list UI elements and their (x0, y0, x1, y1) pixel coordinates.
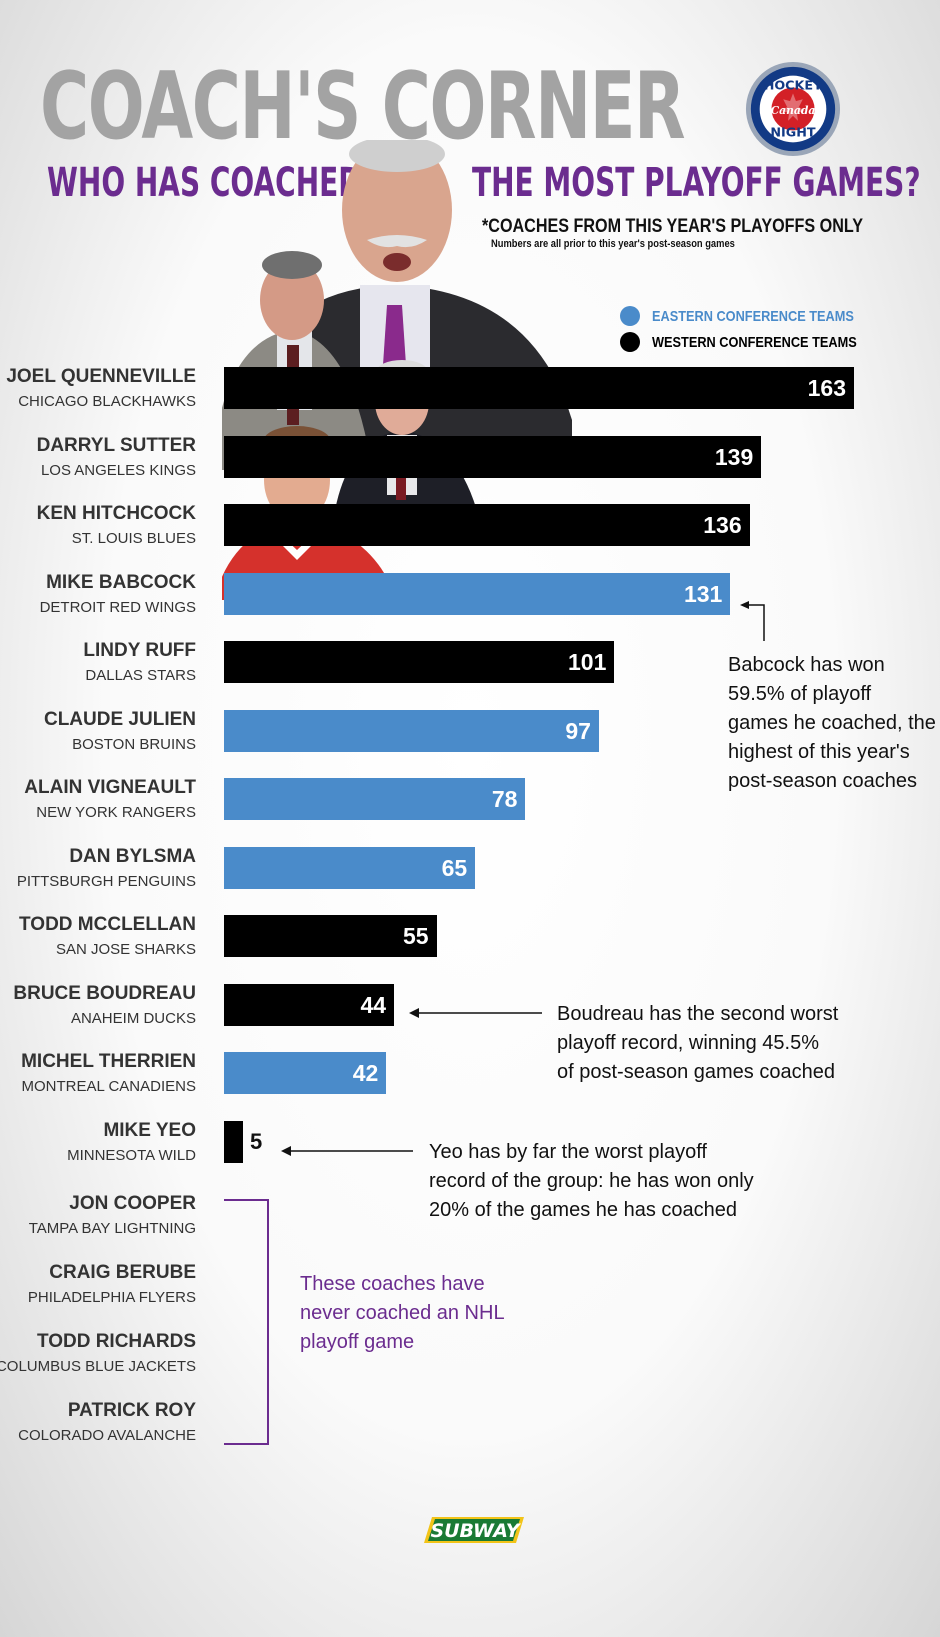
coach-team: NEW YORK RANGERS (36, 804, 196, 821)
coach-name: JOEL QUENNEVILLE (6, 366, 196, 387)
sponsor-name: SUBWAY (430, 1520, 521, 1542)
coach-name: MIKE YEO (103, 1119, 196, 1141)
coaches-note: *COACHES FROM THIS YEAR'S PLAYOFFS ONLY (482, 216, 864, 237)
coach-name: KEN HITCHCOCK (36, 503, 196, 524)
annotation-line: record of the group: he has won only (429, 1170, 754, 1192)
bar-value-label: 97 (565, 717, 591, 744)
coach-team: DALLAS STARS (85, 667, 196, 684)
legend-eastern: EASTERN CONFERENCE TEAMS (620, 306, 890, 326)
bar-eastern: 97 (224, 709, 599, 752)
coach-name: TODD MCCLELLAN (19, 914, 196, 935)
bar-value-label: 78 (491, 786, 518, 812)
bar-eastern: 78 (224, 778, 526, 820)
coach-name: JON COOPER (69, 1193, 196, 1214)
bar-eastern: 42 (224, 1052, 387, 1094)
svg-text:HOCKEY: HOCKEY (764, 78, 823, 93)
legend-western-label: WESTERN CONFERENCE TEAMS (652, 333, 857, 351)
bar-western (224, 1120, 243, 1163)
legend-western-swatch (620, 332, 640, 352)
annotation-line: games he coached, the (728, 712, 936, 734)
coach-team: BOSTON BRUINS (72, 735, 196, 753)
coach-name: TODD RICHARDS (36, 1331, 196, 1352)
coach-name: DAN BYLSMA (69, 845, 196, 867)
coach-name: CRAIG BERUBE (49, 1262, 196, 1283)
bar-value-label: 65 (441, 854, 468, 881)
yeo-arrow (281, 1146, 413, 1156)
annotation-line: highest of this year's (728, 741, 910, 763)
bar-value-label: 163 (807, 375, 846, 401)
coach-name: BRUCE BOUDREAU (13, 982, 196, 1004)
yeo-annotation: Yeo has by far the worst playoff record … (429, 1138, 754, 1225)
bar-western: 163 (224, 367, 854, 409)
annotation-line: Babcock has won (728, 654, 885, 676)
bar-value-label: 131 (683, 580, 723, 607)
coach-team: PHILADELPHIA FLYERS (27, 1289, 196, 1306)
annotation-line: never coached an NHL (300, 1302, 505, 1324)
bar-western: 139 (224, 435, 762, 478)
annotation-line: Yeo has by far the worst playoff (429, 1141, 707, 1163)
bar-value-label: 5 (250, 1128, 263, 1154)
coach-team: CHICAGO BLACKHAWKS (18, 393, 196, 410)
numbers-note: Numbers are all prior to this year's pos… (491, 238, 735, 250)
coach-name: MIKE BABCOCK (46, 571, 196, 593)
coach-team: ST. LOUIS BLUES (71, 530, 196, 547)
annotation-line: These coaches have (300, 1273, 485, 1295)
bar-western: 101 (224, 641, 615, 683)
subway-logo: SUBWAY (424, 1517, 524, 1543)
coach-name: CLAUDE JULIEN (43, 708, 196, 730)
bar-western: 136 (224, 504, 750, 546)
babcock-arrow (740, 601, 765, 641)
coach-team: SAN JOSE SHARKS (55, 941, 196, 958)
boudreau-annotation: Boudreau has the second worst playoff re… (557, 1000, 838, 1087)
legend-eastern-swatch (620, 306, 640, 326)
coach-team: COLORADO AVALANCHE (18, 1427, 196, 1444)
annotation-line: 59.5% of playoff (728, 683, 872, 705)
coach-name: LINDY RUFF (83, 640, 196, 661)
subtitle-left: WHO HAS COACHED (47, 160, 362, 206)
subtitle-right: THE MOST PLAYOFF GAMES? (472, 160, 921, 206)
annotation-line: playoff game (300, 1331, 415, 1353)
svg-text:NIGHT: NIGHT (770, 125, 816, 140)
hockey-night-logo: HOCKEY Canada NIGHT (745, 61, 841, 157)
annotation-line: post-season coaches (728, 770, 918, 792)
never-coached-bracket (224, 1199, 269, 1445)
coach-team: LOS ANGELES KINGS (40, 461, 196, 479)
bar-eastern: 131 (224, 572, 731, 615)
coach-team: DETROIT RED WINGS (39, 598, 196, 616)
boudreau-arrow (409, 1008, 542, 1018)
annotation-line: playoff record, winning 45.5% (557, 1032, 820, 1054)
annotation-line: 20% of the games he has coached (429, 1199, 737, 1221)
coach-name: PATRICK ROY (67, 1400, 196, 1421)
bar-value-label: 139 (714, 443, 754, 470)
coach-name: ALAIN VIGNEAULT (24, 777, 196, 798)
coach-name: DARRYL SUTTER (36, 434, 196, 456)
legend-western: WESTERN CONFERENCE TEAMS (620, 332, 893, 352)
bar-value-label: 44 (360, 991, 387, 1018)
coach-team: MONTREAL CANADIENS (21, 1078, 196, 1095)
coach-team: ANAHEIM DUCKS (70, 1009, 196, 1027)
annotation-line: Boudreau has the second worst (557, 1003, 839, 1025)
coach-team: PITTSBURGH PENGUINS (16, 872, 196, 890)
bar-value-label: 55 (402, 923, 429, 949)
babcock-annotation: Babcock has won 59.5% of playoff games h… (728, 651, 936, 796)
annotation-line: of post-season games coached (557, 1061, 835, 1083)
coach-name: MICHEL THERRIEN (21, 1051, 196, 1072)
svg-text:Canada: Canada (771, 104, 816, 117)
bar-western: 44 (224, 983, 395, 1026)
bar-value-label: 136 (703, 512, 742, 538)
coach-team: MINNESOTA WILD (67, 1146, 196, 1164)
bar-value-label: 42 (352, 1060, 379, 1086)
coach-team: TAMPA BAY LIGHTNING (28, 1220, 196, 1237)
never-coached-note: These coaches have never coached an NHL … (300, 1270, 505, 1357)
bar-value-label: 101 (567, 649, 607, 675)
coach-team: COLUMBUS BLUE JACKETS (0, 1358, 196, 1375)
bar-eastern: 65 (224, 846, 476, 889)
legend-eastern-label: EASTERN CONFERENCE TEAMS (652, 307, 854, 325)
bar-western: 55 (224, 915, 437, 957)
